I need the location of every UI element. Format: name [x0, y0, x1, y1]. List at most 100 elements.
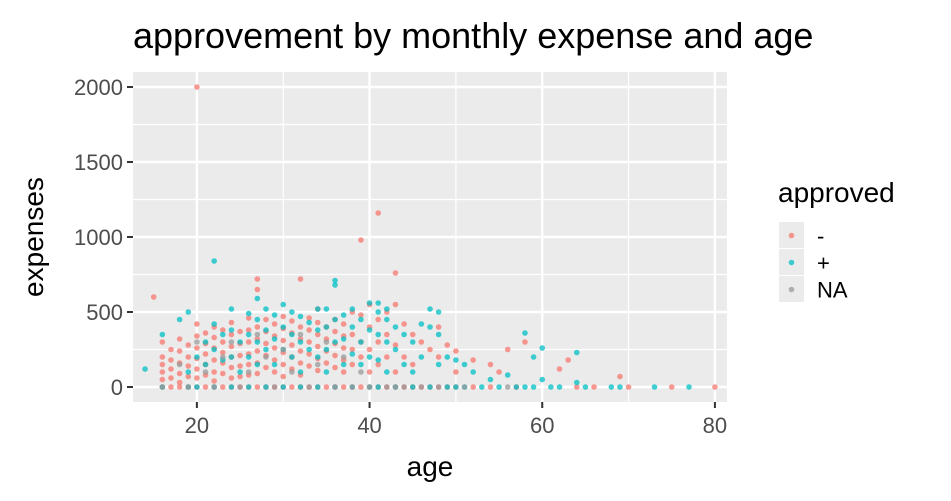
data-point-minus	[245, 327, 252, 333]
data-point-minus	[289, 318, 295, 324]
x-tick-label: 60	[530, 413, 554, 438]
data-point-minus	[194, 333, 200, 339]
legend-marker-na	[788, 286, 795, 293]
data-point-minus	[194, 375, 200, 381]
data-point-plus	[582, 384, 589, 390]
data-point-minus	[237, 328, 243, 335]
data-point-minus	[254, 286, 261, 293]
data-point-minus	[409, 331, 416, 338]
data-point-plus	[228, 306, 235, 312]
data-point-minus	[185, 373, 192, 380]
data-point-plus	[418, 354, 425, 360]
data-point-minus	[314, 331, 321, 338]
data-point-minus	[176, 379, 183, 386]
data-point-minus	[314, 343, 321, 350]
data-point-minus	[297, 276, 304, 282]
data-point-plus	[271, 361, 278, 368]
data-point-minus	[254, 384, 261, 390]
data-point-plus	[332, 282, 338, 288]
data-point-minus	[504, 346, 511, 353]
data-point-plus	[444, 354, 451, 360]
data-point-plus	[375, 331, 382, 338]
data-point-plus	[280, 324, 287, 330]
data-point-na	[366, 384, 373, 390]
data-point-minus	[349, 346, 356, 353]
data-point-plus	[453, 357, 459, 363]
data-point-plus	[245, 331, 252, 338]
data-point-na	[159, 384, 166, 390]
data-point-minus	[418, 339, 425, 345]
data-point-minus	[211, 357, 217, 363]
data-point-plus	[202, 339, 209, 345]
y-tick-label: 2000	[74, 75, 123, 100]
data-point-minus	[349, 331, 356, 338]
data-point-minus	[289, 342, 295, 348]
data-point-plus	[539, 376, 546, 383]
data-point-plus	[297, 339, 304, 345]
data-point-minus	[496, 369, 502, 375]
data-point-minus	[306, 327, 312, 333]
data-point-plus	[366, 327, 373, 333]
data-point-minus	[332, 328, 338, 335]
legend: approved -+NA	[778, 177, 895, 303]
data-point-plus	[228, 354, 235, 360]
data-point-minus	[194, 84, 200, 90]
data-point-plus	[513, 384, 520, 390]
data-point-plus	[427, 384, 433, 390]
data-point-minus	[375, 339, 382, 345]
data-point-minus	[263, 364, 269, 371]
data-point-na	[280, 346, 287, 353]
data-point-minus	[185, 354, 192, 360]
data-point-plus	[435, 309, 442, 315]
legend-title: approved	[778, 177, 895, 208]
legend-marker-plus	[788, 259, 795, 266]
data-point-minus	[427, 346, 433, 353]
data-point-minus	[280, 337, 287, 344]
data-point-minus	[271, 369, 278, 375]
data-point-plus	[522, 384, 528, 390]
data-point-na	[176, 361, 183, 368]
data-point-minus	[280, 313, 287, 320]
data-point-minus	[280, 373, 287, 380]
data-point-plus	[323, 346, 330, 353]
data-point-minus	[340, 345, 347, 351]
data-point-na	[245, 369, 252, 375]
x-axis-title: age	[407, 451, 454, 482]
y-tick-label: 1000	[74, 225, 123, 250]
data-point-plus	[323, 369, 330, 375]
data-point-plus	[392, 324, 399, 330]
data-point-minus	[375, 210, 382, 216]
legend-label-plus: +	[817, 251, 830, 276]
data-point-plus	[159, 331, 166, 338]
y-tick-label: 1500	[74, 150, 123, 175]
data-point-minus	[211, 369, 217, 375]
data-point-plus	[263, 306, 269, 312]
data-point-minus	[228, 364, 235, 371]
data-point-minus	[375, 316, 382, 323]
data-point-minus	[271, 321, 278, 327]
data-point-na	[332, 384, 338, 390]
data-point-plus	[340, 361, 347, 368]
data-point-minus	[392, 369, 399, 375]
data-point-minus	[573, 384, 580, 390]
data-point-plus	[651, 384, 658, 390]
data-point-plus	[263, 327, 269, 333]
data-point-minus	[332, 364, 338, 371]
data-point-minus	[185, 342, 192, 348]
data-point-minus	[228, 375, 235, 381]
data-point-plus	[539, 345, 546, 351]
data-point-plus	[219, 331, 226, 338]
data-point-minus	[289, 384, 295, 390]
data-point-minus	[271, 357, 278, 363]
data-point-plus	[375, 309, 382, 315]
data-point-na	[435, 384, 442, 390]
data-point-plus	[314, 327, 321, 333]
data-point-plus	[358, 316, 364, 323]
data-point-minus	[392, 270, 399, 276]
data-point-plus	[487, 376, 494, 383]
data-point-plus	[375, 357, 382, 363]
data-point-minus	[254, 276, 261, 282]
data-point-plus	[194, 354, 200, 360]
data-point-plus	[453, 384, 459, 390]
data-point-minus	[237, 352, 243, 359]
